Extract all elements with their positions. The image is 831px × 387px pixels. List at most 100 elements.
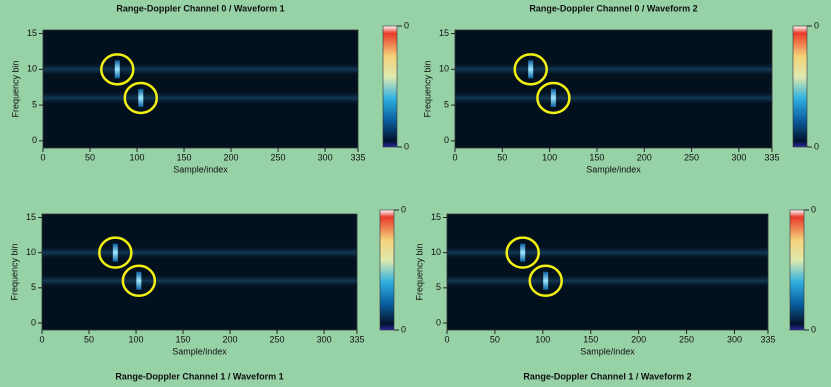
x-axis-label: Sample/index [172,346,227,356]
panel-title: Range-Doppler Channel 1 / Waveform 2 [523,371,691,381]
x-tick-label: 200 [631,334,646,344]
x-tick-label: 100 [129,334,144,344]
colorbar-tick-label: 0 [811,324,816,334]
y-tick-label: 10 [26,247,36,257]
colorbar-tick-label: 0 [404,141,409,151]
x-tick-label: 100 [535,334,550,344]
x-tick-label: 335 [350,152,365,162]
x-tick-label: 0 [444,334,449,344]
peak-highlight [505,236,540,269]
y-tick-label: 10 [431,247,441,257]
x-tick-label: 250 [679,334,694,344]
x-tick-label: 100 [542,152,557,162]
plot-frame [41,213,358,331]
y-tick-label: 10 [27,64,37,74]
x-tick-label: 250 [684,152,699,162]
x-tick-label: 50 [490,334,500,344]
colorbar [789,209,805,331]
y-axis-label: Frequency bin [414,243,424,300]
x-tick-label: 200 [223,334,238,344]
x-tick-label: 335 [764,152,779,162]
peak [528,60,534,79]
y-tick-label: 15 [431,212,441,222]
peak-highlight [100,53,135,86]
x-tick-label: 250 [271,152,286,162]
peak-highlight [536,81,571,115]
heatmap-background [447,214,768,330]
plot-frame [42,29,359,149]
peak [543,271,549,290]
x-axis-label: Sample/index [586,164,641,174]
panel-title: Range-Doppler Channel 0 / Waveform 2 [529,3,697,13]
peak [550,88,556,107]
heatmap-band [42,274,357,287]
x-tick-label: 300 [731,152,746,162]
x-tick-label: 150 [177,152,192,162]
x-tick-label: 250 [270,334,285,344]
heatmap-background [455,30,772,148]
x-axis-label: Sample/index [580,346,635,356]
y-tick-label: 0 [444,135,449,145]
colorbar-tick-label: 0 [814,141,819,151]
x-tick-label: 300 [318,152,333,162]
y-tick-label: 15 [439,28,449,38]
heatmap-band [42,246,357,259]
peak-highlight [98,236,133,269]
y-tick-label: 15 [26,212,36,222]
peak-highlight [123,81,159,115]
peak-highlight [528,264,563,298]
y-axis-label: Frequency bin [422,60,432,117]
x-tick-label: 150 [176,334,191,344]
y-axis-label: Frequency bin [9,243,19,300]
peak [112,243,118,262]
x-tick-label: 50 [497,152,507,162]
x-tick-label: 200 [637,152,652,162]
x-tick-label: 50 [84,334,94,344]
x-tick-label: 100 [130,152,145,162]
peak [138,88,144,107]
colorbar [382,25,398,148]
x-tick-label: 50 [85,152,95,162]
y-tick-label: 15 [27,28,37,38]
y-tick-label: 0 [31,317,36,327]
peak [136,271,142,290]
colorbar [792,25,808,148]
y-axis-label: Frequency bin [10,60,20,117]
heatmap-band [455,63,772,76]
colorbar-tick-label: 0 [814,20,819,30]
y-tick-label: 10 [439,64,449,74]
x-tick-label: 0 [40,152,45,162]
colorbar-tick-label: 0 [404,20,409,30]
plot-frame [454,29,773,149]
colorbar-tick-label: 0 [811,204,816,214]
y-tick-label: 5 [436,282,441,292]
peak-highlight [121,264,157,298]
x-axis-label: Sample/index [173,164,228,174]
colorbar [379,209,395,331]
x-tick-label: 0 [452,152,457,162]
peak [114,60,120,79]
plot-frame [446,213,769,331]
colorbar-tick-label: 0 [401,204,406,214]
peak-highlight [513,53,548,86]
heatmap-band [447,274,768,287]
panel-title: Range-Doppler Channel 0 / Waveform 1 [116,3,284,13]
y-tick-label: 5 [31,282,36,292]
heatmap-background [43,30,358,148]
colorbar-tick-label: 0 [401,324,406,334]
heatmap-band [43,63,358,76]
y-tick-label: 5 [444,99,449,109]
heatmap-band [447,246,768,259]
x-tick-label: 0 [39,334,44,344]
x-tick-label: 200 [224,152,239,162]
panel-title: Range-Doppler Channel 1 / Waveform 1 [115,371,283,381]
peak [520,243,526,262]
x-tick-label: 300 [727,334,742,344]
y-tick-label: 0 [436,317,441,327]
x-tick-label: 300 [317,334,332,344]
x-tick-label: 335 [760,334,775,344]
heatmap-band [455,91,772,104]
y-tick-label: 0 [32,135,37,145]
